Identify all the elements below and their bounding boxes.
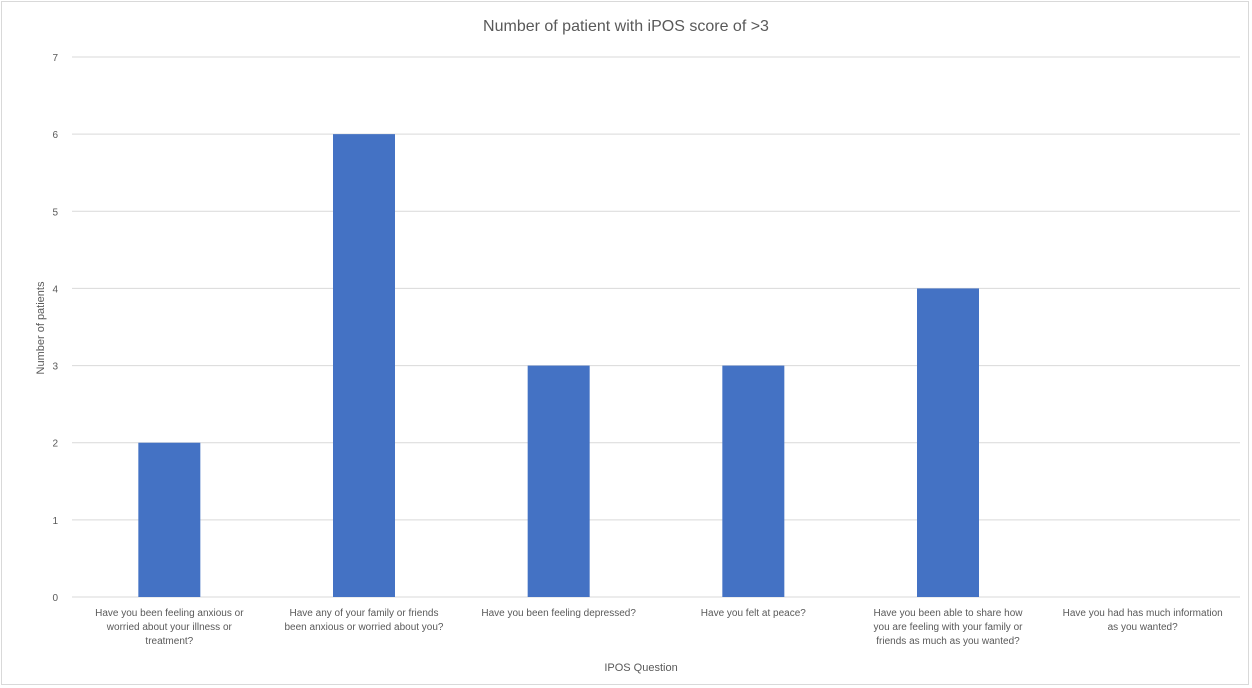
y-tick-label: 6 — [52, 130, 58, 141]
x-category-label-line: been anxious or worried about you? — [285, 622, 444, 633]
bar — [527, 365, 590, 597]
x-category-label: Have you been able to share how you are f… — [874, 608, 1024, 647]
bar — [722, 365, 785, 597]
bar — [917, 288, 979, 597]
x-axis-title: IPOS Question — [604, 662, 677, 674]
y-tick-label: 3 — [52, 362, 58, 373]
y-tick-label: 2 — [52, 439, 58, 450]
y-tick-label: 5 — [52, 207, 58, 218]
y-tick-label: 7 — [52, 53, 58, 64]
x-category-label-line: Have you been feeling anxious or — [95, 608, 244, 619]
bar — [333, 134, 395, 597]
x-category-label-line: Have you had has much information — [1063, 608, 1223, 619]
x-category-label: Have you felt at peace? — [701, 608, 807, 619]
x-category-label-line: Have you been feeling depressed? — [481, 608, 636, 619]
x-category-label-line: treatment? — [145, 636, 193, 647]
chart-title: Number of patient with iPOS score of >3 — [483, 18, 769, 35]
x-category-label-line: Have you felt at peace? — [701, 608, 807, 619]
y-axis-ticks: 0 1 2 3 4 5 6 7 — [52, 53, 58, 604]
x-category-label-line: worried about your illness or — [106, 622, 233, 633]
y-tick-label: 0 — [52, 593, 58, 604]
x-category-label: Have you been feeling anxious or worried … — [95, 608, 244, 647]
x-category-label-line: Have any of your family or friends — [290, 608, 439, 619]
x-category-label-line: Have you been able to share how — [874, 608, 1024, 619]
x-category-label: Have you been feeling depressed? — [481, 608, 636, 619]
y-tick-label: 4 — [52, 284, 58, 295]
y-axis-title: Number of patients — [35, 281, 47, 374]
x-category-label: Have any of your family or friends been a… — [285, 608, 444, 633]
gridlines — [72, 56, 1240, 598]
x-category-label: Have you had has much information as you … — [1063, 608, 1223, 633]
x-category-label-line: as you wanted? — [1108, 622, 1178, 633]
bars — [138, 134, 979, 597]
x-category-label-line: you are feeling with your family or — [874, 622, 1024, 633]
x-category-label-line: friends as much as you wanted? — [876, 636, 1020, 647]
x-axis-categories: Have you been feeling anxious or worried … — [95, 608, 1223, 647]
y-tick-label: 1 — [52, 516, 58, 527]
bar — [138, 442, 201, 597]
